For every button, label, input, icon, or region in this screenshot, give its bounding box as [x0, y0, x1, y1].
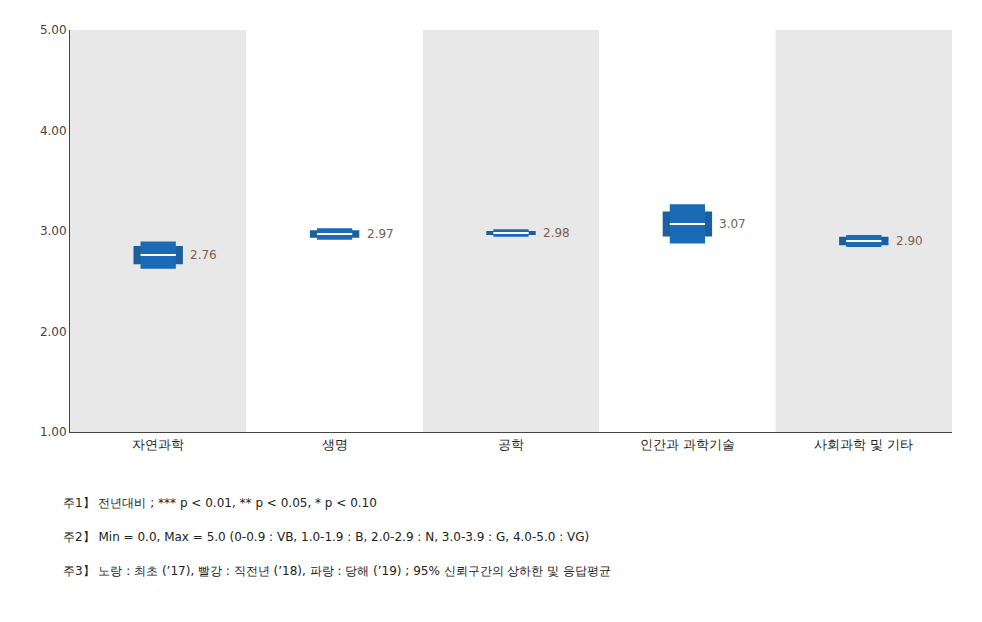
svg-text:인간과 과학기술: 인간과 과학기술: [640, 437, 735, 452]
svg-text:2.90: 2.90: [896, 234, 923, 248]
svg-text:주1】 전년대비 ; *** p < 0.01, ** p: 주1】 전년대비 ; *** p < 0.01, ** p < 0.05, * …: [63, 496, 377, 510]
svg-text:사회과학 및 기타: 사회과학 및 기타: [814, 437, 913, 452]
svg-text:2.98: 2.98: [543, 226, 570, 240]
svg-text:3.07: 3.07: [719, 217, 746, 231]
svg-text:2.97: 2.97: [367, 227, 394, 241]
svg-text:공학: 공학: [498, 437, 524, 452]
svg-text:주2】 Min = 0.0, Max = 5.0 (0-0.: 주2】 Min = 0.0, Max = 5.0 (0-0.9 : VB, 1.…: [63, 530, 589, 544]
svg-text:4.00: 4.00: [40, 124, 67, 138]
svg-text:3.00: 3.00: [40, 224, 67, 238]
svg-text:자연과학: 자연과학: [132, 437, 184, 452]
svg-text:생명: 생명: [322, 437, 348, 452]
svg-text:5.00: 5.00: [40, 23, 67, 37]
svg-text:주3】 노랑 : 최초 (’17), 빨강 : 직전년 (’: 주3】 노랑 : 최초 (’17), 빨강 : 직전년 (’18), 파랑 : …: [63, 564, 611, 578]
svg-text:1.00: 1.00: [40, 425, 67, 439]
svg-text:2.00: 2.00: [40, 325, 67, 339]
svg-text:2.76: 2.76: [190, 248, 217, 262]
